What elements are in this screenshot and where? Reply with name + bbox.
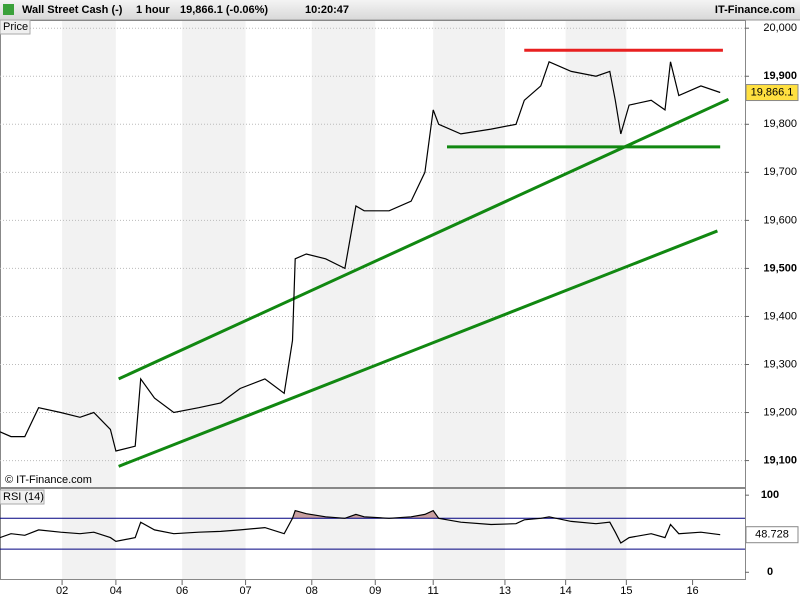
x-tick-label: 02 (56, 585, 68, 597)
interval: 1 hour (136, 4, 170, 16)
day-stripe (433, 21, 505, 580)
rsi-panel-label: RSI (14) (3, 491, 44, 503)
time: 10:20:47 (305, 4, 349, 16)
last-value-label: 48.728 (755, 529, 789, 541)
rsi-overbought-fill (292, 510, 557, 519)
last-value-label: 19,866.1 (751, 86, 794, 98)
plot-area: 02 04 06 07 08 09 11 13 14 15 16 19,100 19,200 19,300… (0, 20, 799, 597)
brand: IT-Finance.com (715, 4, 795, 16)
y-tick-label: 0 (767, 566, 773, 578)
day-stripe (182, 21, 246, 580)
price-panel-label: Price (3, 21, 28, 33)
x-tick-label: 16 (686, 585, 698, 597)
price-line (0, 60, 721, 452)
x-tick-label: 15 (620, 585, 632, 597)
copyright: © IT-Finance.com (5, 474, 92, 486)
x-tick-label: 04 (110, 585, 122, 597)
x-tick-label: 11 (427, 585, 438, 597)
x-tick-label: 07 (239, 585, 251, 597)
y-tick-label: 19,500 (763, 262, 797, 274)
trend-line (118, 229, 718, 468)
rsi-line (0, 509, 721, 544)
y-tick-label: 100 (761, 489, 779, 501)
instrument-title: Wall Street Cash (-) (22, 4, 123, 16)
x-tick-label: 14 (560, 585, 572, 597)
price-frame (0, 20, 746, 488)
x-tick-label: 13 (499, 585, 511, 597)
x-tick-label: 09 (369, 585, 381, 597)
y-tick-label: 19,600 (763, 214, 797, 226)
day-stripe (565, 21, 627, 580)
y-tick-label: 19,300 (763, 358, 797, 370)
day-stripe (62, 21, 116, 580)
y-tick-label: 19,700 (763, 166, 797, 178)
logo-icon (3, 4, 14, 15)
price-label-box (0, 19, 31, 35)
last-value-box (745, 84, 799, 102)
y-tick-label: 19,800 (763, 118, 797, 130)
day-stripe (311, 21, 376, 580)
y-tick-label: 19,200 (763, 406, 797, 418)
y-tick-label: 19,400 (763, 310, 797, 322)
rsi-label-box (0, 489, 45, 505)
x-tick-label: 08 (306, 585, 318, 597)
y-tick-label: 19,100 (763, 454, 797, 466)
header-bar (0, 0, 800, 20)
y-tick-label: 19,900 (763, 70, 797, 82)
y-tick-label: 20,000 (763, 22, 797, 34)
x-tick-label: 06 (176, 585, 188, 597)
last-value-box (745, 526, 799, 544)
quote: 19,866.1 (-0.06%) (180, 4, 268, 16)
